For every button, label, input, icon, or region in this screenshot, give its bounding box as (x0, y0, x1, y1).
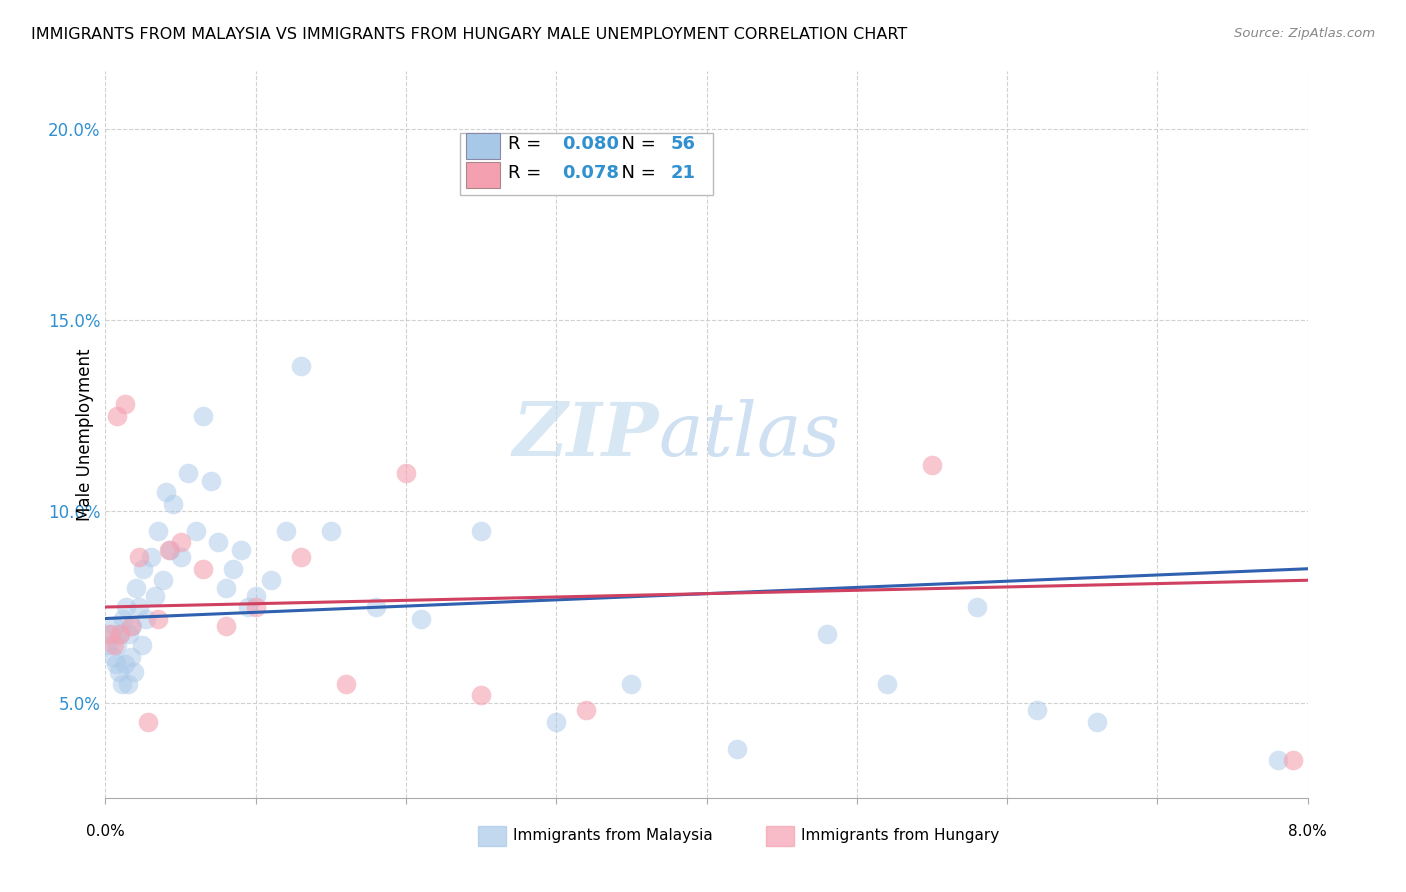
Point (191, 409, 214, 423)
Text: N =: N = (610, 135, 662, 153)
Point (114, 657, 136, 672)
Text: R =: R = (508, 164, 547, 182)
Text: 21: 21 (671, 164, 696, 182)
Text: N =: N = (610, 164, 662, 182)
Text: 0.0%: 0.0% (86, 824, 125, 838)
Point (132, 562, 155, 576)
Point (274, 524, 297, 538)
Text: 56: 56 (671, 135, 696, 153)
Point (107, 409, 129, 423)
FancyBboxPatch shape (478, 826, 506, 846)
Point (112, 611, 135, 625)
Point (191, 562, 214, 576)
Point (1085, 714, 1108, 729)
Point (124, 581, 146, 595)
Point (364, 600, 387, 615)
Point (128, 550, 150, 565)
Point (136, 714, 159, 729)
Point (114, 397, 136, 411)
Point (115, 600, 138, 615)
Point (121, 619, 143, 633)
Point (1281, 753, 1303, 767)
Point (108, 665, 131, 679)
Point (575, 703, 598, 717)
Text: Immigrants from Malaysia: Immigrants from Malaysia (513, 829, 713, 843)
Point (546, 714, 568, 729)
Point (815, 627, 838, 641)
Point (207, 535, 229, 549)
Text: IMMIGRANTS FROM MALAYSIA VS IMMIGRANTS FROM HUNGARY MALE UNEMPLOYMENT CORRELATIO: IMMIGRANTS FROM MALAYSIA VS IMMIGRANTS F… (31, 27, 907, 42)
FancyBboxPatch shape (766, 826, 794, 846)
Point (120, 619, 142, 633)
Text: 0.078: 0.078 (562, 164, 619, 182)
Text: atlas: atlas (658, 399, 841, 471)
Text: ZIP: ZIP (512, 399, 658, 471)
Point (725, 741, 748, 756)
Point (103, 619, 125, 633)
Point (409, 611, 432, 625)
Point (157, 542, 180, 557)
Point (290, 359, 312, 373)
Point (260, 574, 283, 588)
Point (110, 627, 132, 641)
Point (470, 524, 492, 538)
Point (120, 649, 142, 664)
FancyBboxPatch shape (465, 133, 499, 159)
Point (245, 600, 267, 615)
Point (131, 638, 153, 652)
Text: R =: R = (508, 135, 547, 153)
Point (238, 600, 260, 615)
Point (103, 638, 125, 652)
Point (111, 676, 134, 690)
Point (1267, 753, 1289, 767)
Point (169, 535, 191, 549)
Text: Immigrants from Hungary: Immigrants from Hungary (801, 829, 1000, 843)
Point (146, 611, 169, 625)
Point (335, 676, 357, 690)
Text: 8.0%: 8.0% (1288, 824, 1327, 838)
Point (135, 611, 157, 625)
FancyBboxPatch shape (460, 133, 713, 195)
Point (139, 550, 162, 565)
Text: 0.080: 0.080 (562, 135, 619, 153)
Point (184, 524, 207, 538)
FancyBboxPatch shape (465, 162, 499, 187)
Point (921, 458, 943, 473)
Point (200, 474, 222, 488)
Point (98, 627, 121, 641)
Text: Source: ZipAtlas.com: Source: ZipAtlas.com (1234, 27, 1375, 40)
Point (117, 676, 139, 690)
Point (290, 550, 312, 565)
Point (159, 542, 181, 557)
Point (104, 657, 127, 672)
Point (177, 466, 200, 480)
Point (122, 665, 145, 679)
Point (214, 581, 236, 595)
Point (110, 627, 132, 641)
Point (143, 589, 166, 603)
Y-axis label: Male Unemployment: Male Unemployment (76, 349, 94, 521)
Point (245, 589, 267, 603)
Point (214, 619, 236, 633)
Point (169, 550, 191, 565)
Point (155, 485, 177, 500)
Point (101, 649, 124, 664)
Point (100, 627, 122, 641)
Point (1026, 703, 1049, 717)
Point (229, 542, 252, 557)
Point (128, 600, 150, 615)
Point (620, 676, 643, 690)
Point (876, 676, 898, 690)
Point (222, 562, 245, 576)
Point (395, 466, 418, 480)
Point (319, 524, 342, 538)
Point (966, 600, 988, 615)
Point (97, 638, 120, 652)
Point (118, 627, 141, 641)
Point (152, 574, 174, 588)
Point (107, 638, 129, 652)
Point (470, 688, 492, 702)
Point (162, 497, 184, 511)
Point (146, 524, 169, 538)
